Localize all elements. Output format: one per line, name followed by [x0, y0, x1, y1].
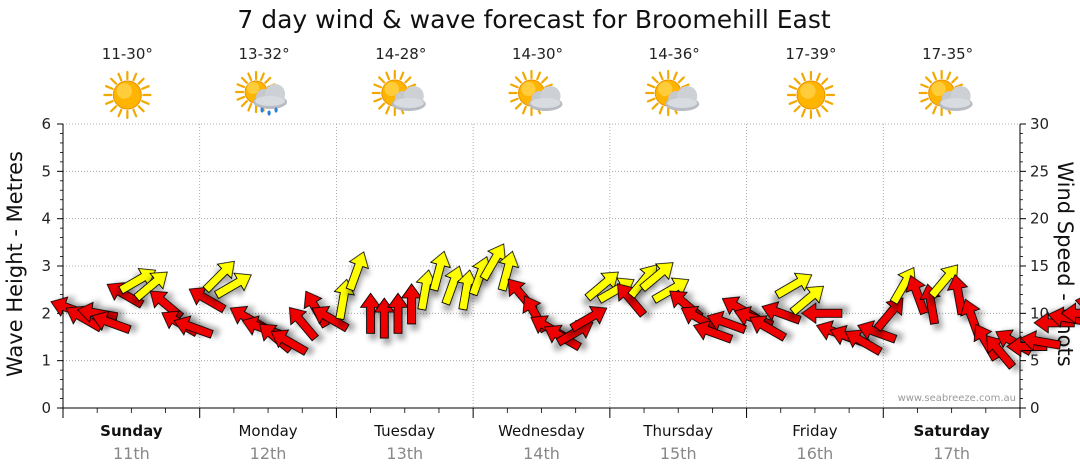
wind-arrow	[789, 285, 825, 316]
y-axis-right-title: Wind Speed - Knots	[1053, 161, 1077, 366]
credit-text: www.seabreeze.com.au	[898, 393, 1016, 404]
day-temperature-range: 17-39°	[785, 45, 836, 63]
y-tick-label-left: 3	[41, 257, 51, 275]
wind-arrow	[706, 310, 747, 334]
y-tick-label-right: 20	[1030, 210, 1049, 228]
daily-weather-row: 11-30° 13-32° 14-28° 14-30° 14-36° 17-39° 17-3…	[102, 45, 973, 120]
wind-arrow	[270, 329, 309, 356]
wind-arrow	[873, 297, 904, 332]
sun-cloud-icon	[918, 69, 973, 117]
day-name-label: Friday	[792, 422, 838, 440]
x-axis-day-labels: Sunday 11th Monday 12th Tuesday 13th Wednesday…	[100, 422, 990, 463]
y-tick-label-right: 0	[1030, 399, 1040, 417]
wind-arrow	[288, 306, 319, 342]
wind-arrow	[311, 305, 350, 333]
wind-arrow	[387, 292, 409, 334]
sun-cloud-icon	[508, 69, 563, 117]
y-axis-left-title: Wave Height - Metres	[3, 151, 27, 377]
wind-arrow	[761, 301, 802, 325]
chart-title: 7 day wind & wave forecast for Broomehil…	[237, 5, 831, 34]
wind-arrow	[749, 315, 788, 342]
y-tick-label-left: 6	[41, 115, 51, 133]
sun-cloud-icon	[645, 69, 700, 117]
day-name-label: Monday	[238, 422, 297, 440]
wind-arrow	[692, 320, 734, 344]
wind-arrow	[973, 323, 1000, 362]
day-date-label: 16th	[797, 444, 834, 463]
wind-arrow	[1060, 302, 1080, 325]
day-temperature-range: 14-28°	[375, 45, 426, 63]
wind-arrow	[345, 251, 370, 292]
y-tick-label-right: 5	[1030, 352, 1040, 370]
wind-arrow	[429, 250, 451, 292]
rain-drop	[267, 110, 271, 116]
day-date-label: 15th	[660, 444, 697, 463]
cloud-rain-icon	[234, 70, 288, 116]
rain-drop	[274, 107, 278, 113]
wind-arrow	[856, 320, 898, 344]
wind-arrow	[497, 250, 520, 292]
wind-arrow	[1020, 330, 1062, 352]
wind-arrows	[50, 243, 1080, 370]
wind-arrow	[173, 315, 214, 339]
cloud-shape	[391, 86, 426, 111]
day-date-label: 11th	[113, 444, 150, 463]
wind-arrow	[91, 310, 132, 334]
y-tick-label-left: 5	[41, 162, 51, 180]
sun-cloud-icon	[371, 69, 426, 117]
day-name-label: Sunday	[100, 422, 163, 440]
wind-arrow	[774, 272, 813, 299]
cloud-shape	[938, 86, 973, 111]
y-tick-label-left: 2	[41, 304, 51, 322]
day-temperature-range: 14-30°	[512, 45, 563, 63]
y-tick-label-right: 15	[1030, 257, 1049, 275]
cloud-shape	[253, 84, 288, 109]
y-tick-label-left: 4	[41, 210, 51, 228]
day-temperature-range: 17-35°	[922, 45, 973, 63]
wind-arrow	[905, 274, 929, 316]
wind-arrow	[801, 302, 843, 325]
day-temperature-range: 13-32°	[239, 45, 290, 63]
day-temperature-range: 11-30°	[102, 45, 153, 63]
wind-arrow	[373, 297, 396, 339]
wind-arrow	[213, 272, 252, 299]
wind-arrow	[569, 305, 608, 333]
sunny-icon	[103, 70, 152, 120]
day-name-label: Saturday	[913, 422, 990, 440]
day-date-label: 13th	[386, 444, 423, 463]
cloud-shape	[528, 86, 563, 111]
day-name-label: Tuesday	[373, 422, 435, 440]
y-tick-label-left: 1	[41, 352, 51, 370]
wind-arrow	[639, 262, 674, 293]
wind-arrow	[202, 260, 235, 294]
day-date-label: 12th	[250, 444, 287, 463]
sunny-icon	[786, 70, 836, 120]
day-name-label: Wednesday	[498, 422, 585, 440]
day-temperature-range: 14-36°	[649, 45, 700, 63]
sun-rays	[103, 70, 152, 120]
wind-arrow	[133, 271, 168, 302]
y-tick-label-right: 30	[1030, 115, 1049, 133]
y-tick-label-right: 25	[1030, 162, 1049, 180]
day-date-label: 14th	[523, 444, 560, 463]
day-date-label: 17th	[933, 444, 970, 463]
sun-rays	[786, 70, 836, 120]
y-tick-label-left: 0	[41, 399, 51, 417]
day-name-label: Thursday	[642, 422, 713, 440]
cloud-shape	[665, 86, 700, 111]
rain-drop	[260, 107, 264, 113]
